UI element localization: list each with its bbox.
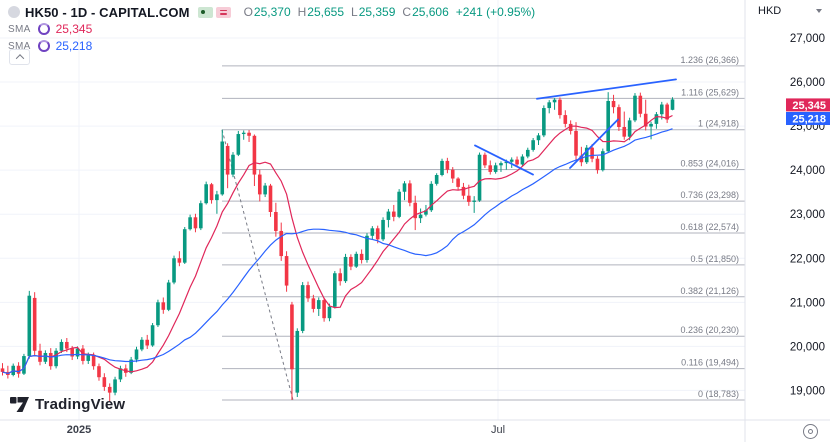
svg-text:1 (24,918): 1 (24,918) [698,119,739,129]
chevron-down-icon [816,8,822,13]
tradingview-wordmark: TradingView [35,396,126,413]
trendline[interactable] [569,118,619,169]
svg-text:1.116 (25,629): 1.116 (25,629) [681,87,739,97]
svg-text:19,000: 19,000 [790,385,825,397]
svg-text:0.736 (23,298): 0.736 (23,298) [680,190,739,200]
change-value: +241 (+0.95%) [455,5,536,19]
tradingview-mark-icon [10,397,29,412]
chevron-up-icon [15,54,24,63]
svg-text:0.382 (21,126): 0.382 (21,126) [680,286,739,296]
sma-fast-value: 25,345 [55,22,93,36]
indicator-row-sma-fast[interactable]: SMA 25,345 [8,21,535,37]
price-axis-currency[interactable]: HKD [745,0,830,21]
low-value: 25,359 [358,5,396,19]
sma-line[interactable] [2,114,673,375]
fib-level-labels: 1.236 (26,366) 1.116 (25,629) 1 (24,918) 0.… [680,55,739,399]
close-value: 25,606 [412,5,449,19]
indicator-loading-icon [37,40,50,52]
svg-text:21,000: 21,000 [790,297,825,309]
trendline[interactable] [536,78,677,100]
symbol-title[interactable]: HK50 - 1D - CAPITAL.COM [25,4,190,20]
sma-line[interactable] [2,128,673,375]
svg-text:0.116 (19,494): 0.116 (19,494) [681,358,739,368]
svg-text:1.236 (26,366): 1.236 (26,366) [680,55,739,65]
sma-slow-value: 25,218 [55,39,93,53]
svg-text:27,000: 27,000 [790,33,825,45]
low-label: L [351,5,358,19]
sma-label: SMA [8,40,31,52]
legend-menu-icon[interactable] [215,6,231,18]
indicator-row-sma-slow[interactable]: SMA 25,218 [8,38,535,54]
price-axis-labels[interactable]: 27,00026,00025,00024,00023,00022,00021,0… [790,33,825,397]
svg-text:Jul: Jul [491,424,505,436]
candlesticks [0,92,675,401]
svg-text:22,000: 22,000 [790,253,825,265]
currency-label: HKD [758,4,782,17]
close-label: C [402,5,412,19]
svg-text:20,000: 20,000 [790,341,825,353]
symbol-logo-icon [8,6,20,18]
open-value: 25,370 [253,5,291,19]
legend: HK50 - 1D - CAPITAL.COM O 25,370 H 25,655 … [8,4,535,55]
legend-collapse-button[interactable] [9,49,30,65]
svg-text:26,000: 26,000 [790,77,825,89]
trendline[interactable] [474,144,534,176]
price-axis-badges: 25,345 25,218 [786,98,830,126]
svg-text:0.5 (21,850): 0.5 (21,850) [690,254,739,264]
svg-text:25,218: 25,218 [792,114,826,126]
visibility-eye-icon[interactable] [197,6,213,18]
high-value: 25,655 [307,5,344,19]
svg-text:25,345: 25,345 [792,100,826,112]
open-label: O [243,5,253,19]
svg-text:23,000: 23,000 [790,209,825,221]
tradingview-logo[interactable]: TradingView [10,396,125,413]
svg-text:0.853 (24,016): 0.853 (24,016) [680,158,739,168]
symbol-row[interactable]: HK50 - 1D - CAPITAL.COM O 25,370 H 25,655 … [8,4,535,20]
svg-text:24,000: 24,000 [790,165,825,177]
fib-anchor-dashed-line[interactable] [221,129,294,401]
sma-label: SMA [8,23,31,35]
svg-text:0 (18,783): 0 (18,783) [698,389,739,399]
axis-settings-icon[interactable] [803,424,818,439]
svg-text:0.618 (22,574): 0.618 (22,574) [680,222,739,232]
gridlines [0,0,745,420]
legend-controls [197,6,234,18]
ohlc-readout: O 25,370 H 25,655 L 25,359 C 25,606 +241 (+0… [244,5,536,19]
svg-text:0.236 (20,230): 0.236 (20,230) [680,325,739,335]
time-axis-labels[interactable]: 2025 Jul [67,424,505,436]
indicator-loading-icon [37,23,50,35]
svg-text:2025: 2025 [67,424,91,436]
high-label: H [297,5,307,19]
